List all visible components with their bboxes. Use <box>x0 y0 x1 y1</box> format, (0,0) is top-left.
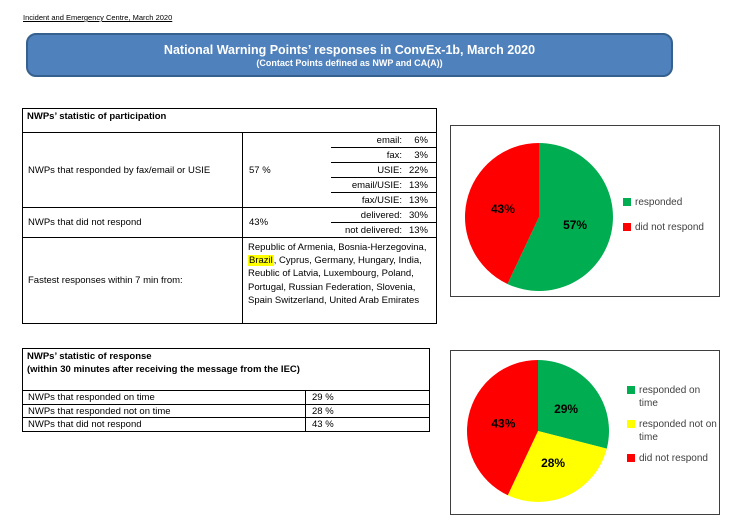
participation-table: NWPs’ statistic of participation NWPs th… <box>22 108 437 324</box>
legend-swatch-red <box>627 454 635 462</box>
pie-slice-responded <box>507 143 613 291</box>
legend-label: responded <box>635 197 683 208</box>
response-table: NWPs’ statistic of response (within 30 m… <box>22 348 430 433</box>
row-value-cell: 57 % email: 6% fax: 3% USIE: 22% email/USIE… <box>243 133 436 207</box>
legend-item: responded on time <box>627 384 717 410</box>
row-label: NWPs that did not respond <box>23 208 243 237</box>
row-value: 28 % <box>312 405 334 417</box>
breakdown-label: USIE: <box>377 164 402 176</box>
table-row: NWPs that did not respond 43% delivered:… <box>23 207 436 237</box>
pie-chart-svg: 29% 28% 43% <box>467 360 610 502</box>
legend-item: responded <box>623 196 713 209</box>
legend-item: responded not on time <box>627 418 717 444</box>
breakdown-value: 22% <box>408 164 428 176</box>
pie-slice-did-not-respond <box>467 360 538 496</box>
legend-swatch-green <box>627 386 635 394</box>
row-value: 57 % <box>249 164 271 176</box>
legend-label: responded not on time <box>639 419 717 443</box>
pie-data-label: 57% <box>563 218 587 232</box>
countries-text: , Cyprus, Germany, Hungary, India, Reubl… <box>248 255 422 306</box>
legend-swatch-red <box>623 223 631 231</box>
breakdown-value: 13% <box>408 194 428 206</box>
breakdown-row: fax: 3% <box>331 148 436 163</box>
pie-slice-responded-on-time <box>538 360 610 449</box>
breakdown-label: email/USIE: <box>351 179 402 191</box>
row-label: NWPs that responded on time <box>23 391 306 404</box>
row-label: NWPs that responded by fax/email or USIE <box>23 133 243 207</box>
row-label: NWPs that responded not on time <box>23 404 306 418</box>
breakdown-value: 13% <box>408 224 428 236</box>
participation-pie-chart: 57% 43% responded did not respond <box>450 125 720 297</box>
breakdown-label: email: <box>376 134 402 146</box>
breakdown-label: fax: <box>386 149 402 161</box>
row-value: 43% <box>249 217 269 228</box>
legend-swatch-green <box>623 198 631 206</box>
legend-item: did not respond <box>627 452 717 465</box>
breakdown-value: 3% <box>414 149 428 161</box>
row-value: 43 % <box>312 419 334 431</box>
pie-data-label: 43% <box>491 202 515 216</box>
breakdown-row: email/USIE: 13% <box>331 178 436 193</box>
row-label: NWPs that did not respond <box>23 418 306 432</box>
page-subtitle: (Contact Points defined as NWP and CA(A)… <box>256 57 443 68</box>
breakdown-list: email: 6% fax: 3% USIE: 22% email/USIE: 13% … <box>331 133 436 207</box>
highlighted-country: Brazil <box>248 255 274 267</box>
title-banner: National Warning Points’ responses in Co… <box>26 33 673 77</box>
pie-chart-svg: 57% 43% <box>464 143 613 291</box>
chart-legend: responded did not respond <box>623 196 713 234</box>
pie-data-label: 28% <box>541 456 565 470</box>
pie-data-label: 29% <box>554 402 578 416</box>
breakdown-label: fax/USIE: <box>361 194 402 206</box>
legend-swatch-yellow <box>627 420 635 428</box>
breakdown-value: 30% <box>408 209 428 221</box>
row-value: 29 % <box>312 391 334 403</box>
response-table-header: NWPs’ statistic of response (within 30 m… <box>23 349 429 390</box>
breakdown-value: 6% <box>414 134 428 146</box>
countries-cell: Republic of Armenia, Bosnia-Herzegovina,… <box>243 238 436 323</box>
participation-table-header: NWPs’ statistic of participation <box>27 111 167 122</box>
response-table-header-line2: (within 30 minutes after receiving the m… <box>27 363 300 375</box>
countries-text: Republic of Armenia, Bosnia-Herzegovina, <box>248 242 427 253</box>
pie-slice-did-not-respond <box>464 143 539 284</box>
breakdown-row: USIE: 22% <box>331 163 436 178</box>
row-label: Fastest responses within 7 min from: <box>23 238 243 323</box>
table-row: Fastest responses within 7 min from: Rep… <box>23 237 436 323</box>
pie-slice-responded-not-on-time <box>507 431 607 502</box>
page-title: National Warning Points’ responses in Co… <box>163 42 536 57</box>
row-value-cell: 43% delivered: 30% not delivered: 13% <box>243 208 436 237</box>
breakdown-value: 13% <box>408 179 428 191</box>
document-header-note: Incident and Emergency Centre, March 202… <box>23 13 173 22</box>
breakdown-row: fax/USIE: 13% <box>331 193 436 207</box>
breakdown-row: delivered: 30% <box>331 208 436 223</box>
breakdown-row: email: 6% <box>331 133 436 148</box>
pie-data-label: 43% <box>491 416 515 430</box>
breakdown-list: delivered: 30% not delivered: 13% <box>331 208 436 237</box>
legend-item: did not respond <box>623 221 713 234</box>
table-row: NWPs that responded not on time 28 % <box>23 403 429 418</box>
response-table-header-line1: NWPs’ statistic of response <box>27 351 152 362</box>
legend-label: did not respond <box>635 222 704 233</box>
breakdown-row: not delivered: 13% <box>331 223 436 237</box>
table-row: NWPs that did not respond 43 % <box>23 417 429 432</box>
response-time-pie-chart: 29% 28% 43% responded on time responded no… <box>450 350 720 515</box>
legend-label: did not respond <box>639 453 708 464</box>
breakdown-label: delivered: <box>360 209 402 221</box>
breakdown-label: not delivered: <box>344 224 402 236</box>
legend-label: responded on time <box>639 385 701 409</box>
table-row: NWPs that responded by fax/email or USIE… <box>23 132 436 207</box>
chart-legend: responded on time responded not on time … <box>627 384 717 465</box>
table-row: NWPs that responded on time 29 % <box>23 390 429 404</box>
